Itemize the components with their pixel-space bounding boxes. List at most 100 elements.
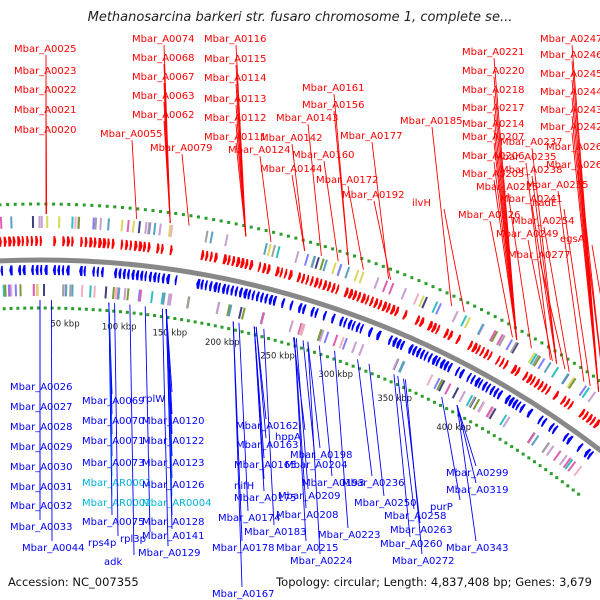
gene-arrow bbox=[257, 261, 262, 272]
label-connector bbox=[323, 160, 339, 262]
label-connector bbox=[347, 185, 364, 270]
reverse-strand-genes bbox=[0, 265, 595, 460]
gene-arrow bbox=[540, 383, 548, 393]
forward-strand-genes bbox=[0, 236, 600, 433]
inner-feature-track bbox=[2, 284, 583, 477]
label-connector bbox=[129, 304, 135, 556]
gene-label-reverse: Mbar_AR0002 bbox=[82, 498, 151, 509]
feature-stripe bbox=[336, 263, 343, 276]
tick-dot bbox=[50, 306, 54, 310]
feature-stripe bbox=[476, 323, 485, 336]
gene-arrow bbox=[514, 366, 521, 377]
tick-dot bbox=[98, 204, 102, 208]
gene-arrow bbox=[231, 255, 236, 267]
feature-stripe bbox=[275, 245, 281, 259]
gene-arrow bbox=[347, 288, 354, 299]
feature-stripe bbox=[373, 277, 380, 290]
tick-dot bbox=[146, 313, 150, 317]
label-connector bbox=[431, 126, 453, 307]
tick-dot bbox=[591, 374, 595, 378]
tick-dot bbox=[91, 308, 95, 312]
gene-arrow bbox=[296, 272, 301, 283]
feature-stripe bbox=[319, 258, 325, 271]
feature-stripe bbox=[144, 221, 148, 234]
gene-label-reverse: Mbar_A0129 bbox=[138, 548, 201, 559]
gene-label-forward: Mbar_A0023 bbox=[14, 66, 77, 77]
gene-arrow bbox=[551, 425, 559, 435]
feature-stripe bbox=[533, 355, 542, 367]
gene-arrow bbox=[478, 346, 486, 357]
gene-arrow bbox=[377, 299, 383, 310]
gene-arrow bbox=[583, 448, 592, 458]
tick-dot bbox=[316, 242, 320, 246]
gene-arrow bbox=[221, 283, 227, 294]
gene-arrow bbox=[98, 237, 103, 248]
tick-dot bbox=[98, 308, 102, 312]
tick-dot bbox=[159, 314, 163, 318]
label-connector bbox=[527, 239, 553, 362]
gene-arrow bbox=[562, 432, 570, 442]
tick-label: 150 kbp bbox=[152, 328, 187, 338]
feature-stripe bbox=[152, 222, 157, 235]
tick-dot bbox=[459, 297, 463, 301]
feature-stripe bbox=[502, 416, 511, 428]
gene-arrow bbox=[343, 287, 349, 298]
tick-label: 50 kbp bbox=[50, 319, 79, 329]
tick-dot bbox=[358, 367, 362, 371]
gene-arrow bbox=[585, 413, 593, 424]
gene-arrow bbox=[481, 381, 489, 391]
feature-stripe bbox=[511, 342, 519, 354]
tick-dot bbox=[486, 430, 490, 434]
gene-arrow bbox=[124, 239, 129, 251]
tick-dot bbox=[30, 306, 34, 310]
gene-arrow bbox=[359, 323, 365, 334]
feature-stripe bbox=[573, 465, 583, 477]
tick-dot bbox=[532, 460, 536, 464]
feature-stripe bbox=[89, 285, 92, 298]
tick-dot bbox=[473, 304, 477, 308]
gene-label-reverse: Mbar_A0209 bbox=[278, 491, 341, 502]
tick-dot bbox=[577, 492, 581, 496]
tick-dot bbox=[113, 205, 117, 209]
tick-dot bbox=[521, 452, 525, 456]
label-connector bbox=[291, 143, 306, 251]
tick-dot bbox=[507, 322, 511, 326]
gene-label-forward: Mbar_A0116 bbox=[204, 34, 267, 45]
genome-backbone bbox=[0, 257, 600, 454]
tick-dot bbox=[139, 312, 143, 316]
gene-arrow bbox=[160, 243, 164, 255]
gene-arrow bbox=[586, 450, 595, 460]
tick-dot bbox=[189, 214, 193, 218]
tick-dot bbox=[504, 441, 508, 445]
gene-arrow bbox=[234, 286, 239, 297]
label-connector bbox=[165, 309, 173, 530]
tick-dot bbox=[481, 427, 485, 431]
gene-label-forward: Mbar_A0242 bbox=[540, 122, 600, 133]
feature-stripe bbox=[215, 301, 221, 315]
feature-stripe bbox=[288, 320, 294, 333]
tick-dot bbox=[408, 388, 412, 392]
tick-dot bbox=[331, 247, 335, 251]
tick-dot bbox=[234, 222, 238, 226]
feature-stripe bbox=[566, 376, 576, 389]
feature-stripe bbox=[186, 296, 191, 309]
gene-arrow bbox=[314, 308, 319, 319]
feature-stripe bbox=[94, 217, 98, 230]
gene-arrow bbox=[485, 383, 492, 393]
gene-arrow bbox=[351, 320, 356, 331]
gene-label-forward: Mbar_A0144 bbox=[260, 164, 323, 175]
gene-arrow bbox=[466, 372, 473, 383]
feature-stripe bbox=[158, 223, 162, 236]
tick-dot bbox=[469, 420, 473, 424]
gene-label-forward: Mbar_A0214 bbox=[462, 119, 525, 130]
gene-label-forward: Mbar_A0114 bbox=[204, 73, 267, 84]
gene-arrow bbox=[248, 259, 254, 271]
gene-label-reverse: Mbar_A0178 bbox=[212, 543, 275, 554]
gene-arrow bbox=[540, 417, 548, 428]
gene-arrow bbox=[442, 328, 450, 339]
tick-dot bbox=[402, 385, 406, 389]
label-connector bbox=[333, 110, 350, 265]
feature-stripe bbox=[496, 333, 504, 346]
gene-arrow bbox=[399, 340, 406, 351]
gene-label-forward: Mbar_A0161 bbox=[302, 83, 365, 94]
